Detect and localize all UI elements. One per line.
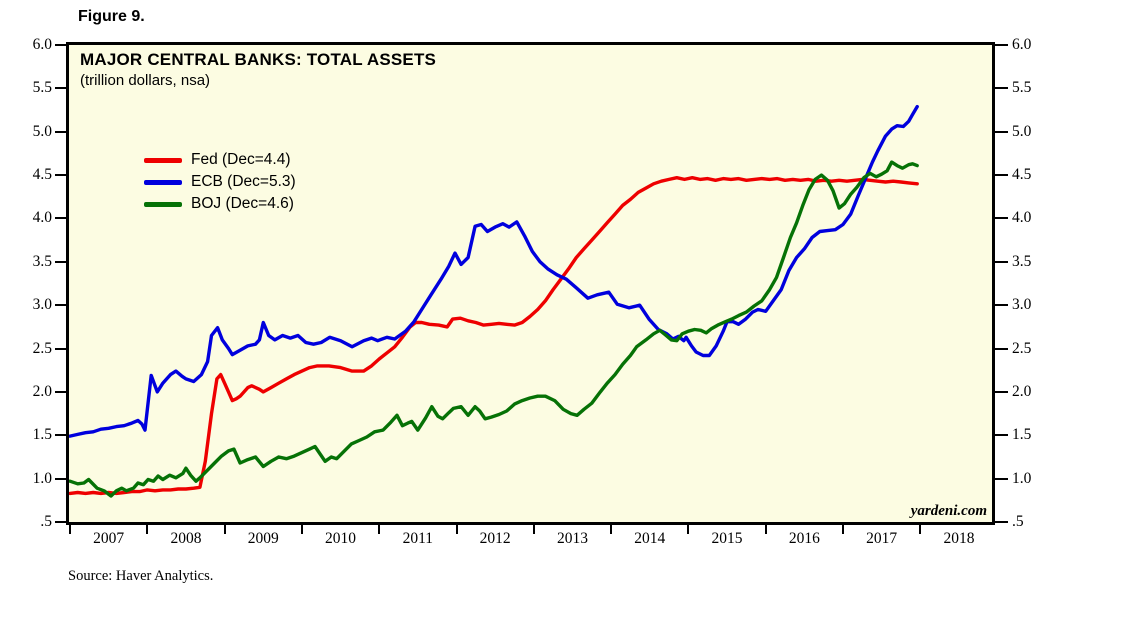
y-axis-tick-right — [995, 434, 1008, 437]
y-axis-label-right: 5.0 — [1012, 122, 1032, 140]
y-axis-label-right: 6.0 — [1012, 36, 1032, 53]
legend-item-fed: Fed (Dec=4.4) — [144, 149, 296, 171]
chart-plot-area: MAJOR CENTRAL BANKS: TOTAL ASSETS (trill… — [66, 42, 995, 525]
y-axis-tick-right — [995, 347, 1008, 350]
x-axis-tick — [919, 525, 922, 534]
x-axis-tick — [610, 525, 613, 534]
ecb-line — [69, 104, 919, 438]
y-axis-label-left: 1.0 — [32, 469, 52, 487]
x-axis-tick — [146, 525, 149, 534]
y-axis-label-right: 4.5 — [1012, 166, 1032, 184]
chart-lines-svg — [69, 104, 919, 498]
y-axis-tick-right — [995, 87, 1008, 90]
y-axis-tick-right — [995, 390, 1008, 393]
x-axis-tick — [223, 525, 226, 534]
y-axis-label-left: 2.5 — [32, 339, 52, 357]
y-axis-label-left: 4.0 — [32, 209, 52, 227]
y-axis-tick-left — [55, 217, 69, 220]
y-axis-label-right: 2.5 — [1012, 339, 1032, 357]
y-axis-label-left: 1.5 — [32, 426, 52, 444]
x-axis-tick — [378, 525, 381, 534]
x-axis-label-2012: 2012 — [479, 530, 511, 547]
y-axis-tick-left — [55, 347, 69, 350]
y-axis-tick-left — [55, 304, 69, 307]
figure-label: Figure 9. — [78, 8, 145, 25]
y-axis-tick-left — [55, 521, 69, 523]
y-axis-tick-left — [55, 434, 69, 437]
x-axis-tick — [455, 525, 458, 534]
y-axis-label-left: 2.0 — [32, 382, 52, 400]
y-axis-label-right: 4.0 — [1012, 209, 1032, 227]
x-axis-tick — [687, 525, 690, 534]
y-axis-tick-right — [995, 130, 1008, 133]
y-axis-label-left: .5 — [40, 513, 52, 530]
legend-item-boj: BOJ (Dec=4.6) — [144, 193, 296, 215]
x-axis-label-2017: 2017 — [866, 530, 898, 547]
y-axis-label-right: 1.5 — [1012, 426, 1032, 444]
x-axis-tick — [300, 525, 303, 534]
boj-line-swatch-icon — [144, 201, 182, 207]
legend-label-fed: Fed (Dec=4.4) — [191, 151, 291, 168]
y-axis-tick-left — [55, 477, 69, 480]
x-axis-tick — [764, 525, 767, 534]
fed-line — [69, 175, 919, 496]
y-axis-tick-right — [995, 44, 1008, 46]
y-axis-label-right: 2.0 — [1012, 382, 1032, 400]
boj-line — [69, 160, 919, 498]
fed-line-swatch-icon — [144, 157, 182, 163]
x-axis-label-2010: 2010 — [325, 530, 357, 547]
x-axis-label-2009: 2009 — [247, 530, 279, 547]
y-axis-tick-left — [55, 174, 69, 177]
y-axis-label-right: .5 — [1012, 513, 1024, 530]
watermark-yardeni: yardeni.com — [910, 503, 987, 519]
y-axis-label-right: 5.5 — [1012, 79, 1032, 97]
x-axis-label-2008: 2008 — [170, 530, 202, 547]
y-axis-tick-right — [995, 521, 1008, 523]
legend-item-ecb: ECB (Dec=5.3) — [144, 171, 296, 193]
y-axis-label-left: 5.5 — [32, 79, 52, 97]
x-axis-label-2015: 2015 — [711, 530, 743, 547]
y-axis-tick-right — [995, 217, 1008, 220]
x-axis-label-2018: 2018 — [943, 530, 975, 547]
x-axis-label-2016: 2016 — [788, 530, 820, 547]
x-axis-label-2014: 2014 — [634, 530, 666, 547]
chart-legend: Fed (Dec=4.4) ECB (Dec=5.3) BOJ (Dec=4.6… — [144, 149, 296, 215]
x-axis-tick — [69, 525, 71, 534]
y-axis-label-left: 6.0 — [32, 36, 52, 53]
source-note: Source: Haver Analytics. — [68, 568, 214, 584]
y-axis-label-right: 3.5 — [1012, 252, 1032, 270]
x-axis-label-2007: 2007 — [93, 530, 125, 547]
y-axis-label-right: 1.0 — [1012, 469, 1032, 487]
legend-label-boj: BOJ (Dec=4.6) — [191, 195, 294, 212]
x-axis-tick — [532, 525, 535, 534]
y-axis-tick-left — [55, 44, 69, 46]
y-axis-tick-right — [995, 174, 1008, 177]
y-axis-label-left: 5.0 — [32, 122, 52, 140]
chart-subtitle: (trillion dollars, nsa) — [80, 72, 211, 89]
x-axis-label-2013: 2013 — [556, 530, 588, 547]
legend-label-ecb: ECB (Dec=5.3) — [191, 173, 296, 190]
y-axis-label-left: 3.0 — [32, 296, 52, 314]
y-axis-label-left: 3.5 — [32, 252, 52, 270]
x-axis-label-2011: 2011 — [402, 530, 434, 547]
y-axis-tick-right — [995, 260, 1008, 263]
y-axis-tick-right — [995, 477, 1008, 480]
y-axis-tick-left — [55, 87, 69, 90]
y-axis-tick-left — [55, 390, 69, 393]
y-axis-tick-left — [55, 260, 69, 263]
y-axis-tick-right — [995, 304, 1008, 307]
y-axis-label-left: 4.5 — [32, 166, 52, 184]
ecb-line-swatch-icon — [144, 179, 182, 185]
y-axis-label-right: 3.0 — [1012, 296, 1032, 314]
chart-title: MAJOR CENTRAL BANKS: TOTAL ASSETS — [80, 50, 437, 69]
x-axis-tick — [842, 525, 844, 534]
y-axis-tick-left — [55, 130, 69, 133]
